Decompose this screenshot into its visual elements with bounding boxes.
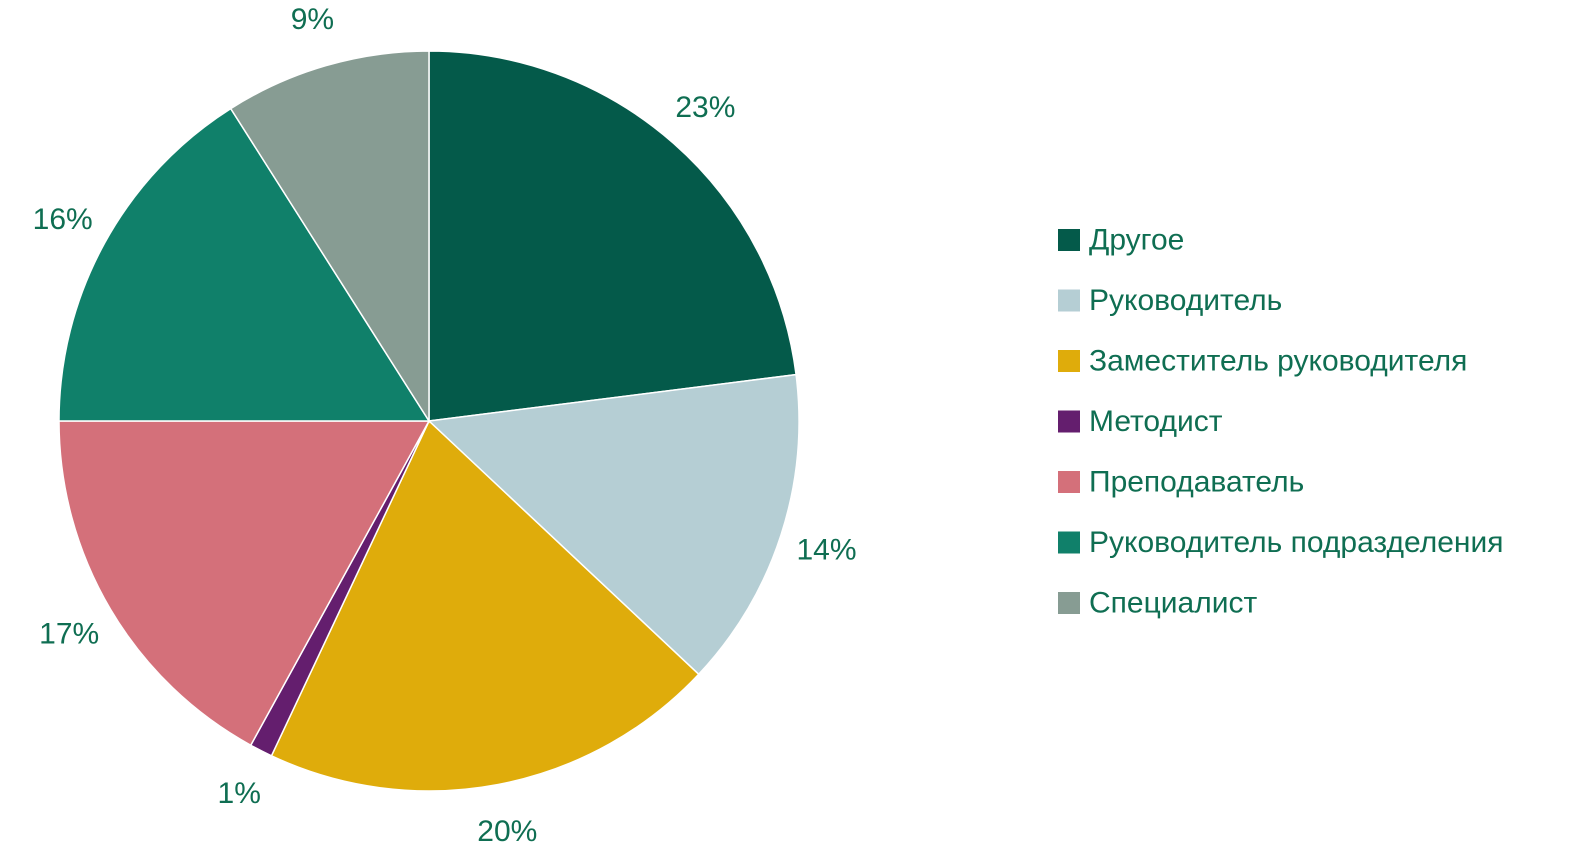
legend-swatch-1 [1058,229,1080,251]
legend-swatch-6 [1058,531,1080,554]
pie-slice-5 [58,420,431,747]
legend-label-5: Преподаватель [1089,466,1304,499]
legend-swatch-7 [1058,592,1080,614]
legend: Другое Руководитель Заместитель руководите… [1058,224,1503,620]
legend-swatch-5 [1058,471,1080,493]
legend-label-3: Заместитель руководителя [1089,345,1467,378]
data-label-7: 9% [291,3,334,36]
data-labels: 23% 14% 20% 1% 17% 16% 9% [33,3,857,844]
data-label-5: 17% [39,617,99,650]
pie-slice-6 [58,107,431,422]
data-label-4: 1% [218,777,261,810]
legend-label-4: Методист [1089,405,1223,438]
legend-label-2: Руководитель [1089,284,1282,317]
data-label-3: 20% [477,815,537,844]
legend-label-6: Руководитель подразделения [1089,526,1503,559]
pie-slice-3 [270,419,700,792]
legend-swatch-2 [1058,289,1080,312]
pie-slice-1 [428,50,797,422]
legend-label-1: Другое [1089,224,1184,257]
pie-slice-7 [229,50,430,424]
legend-swatch-3 [1058,350,1080,372]
data-label-1: 23% [675,91,735,124]
pie-slice-2 [427,373,800,676]
data-label-2: 14% [796,534,856,567]
data-label-6: 16% [33,203,93,236]
legend-swatch-4 [1058,410,1080,433]
pie-slices [58,50,800,792]
legend-label-7: Специалист [1089,587,1257,620]
